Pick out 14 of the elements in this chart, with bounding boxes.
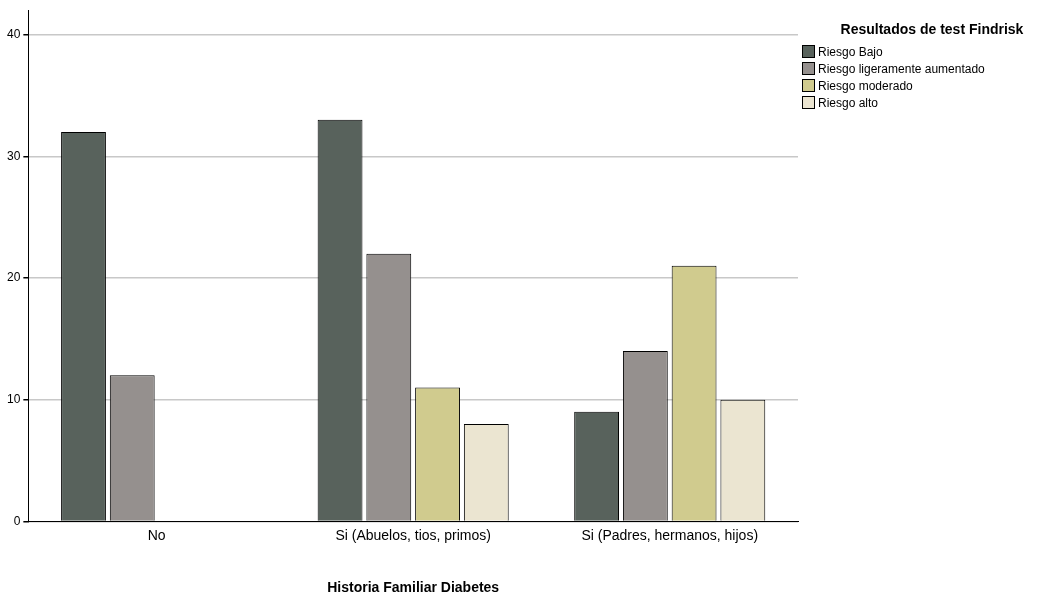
- legend-title: Resultados de test Findrisk: [839, 21, 1025, 37]
- y-tick-label: 0: [13, 513, 21, 528]
- x-tick-label: No: [147, 526, 166, 543]
- y-tick-label: 40: [6, 26, 21, 41]
- y-tick-label: 30: [6, 148, 21, 163]
- y-tick-label: 10: [6, 392, 21, 406]
- legend-label: Riesgo ligeramente aumentado: [818, 61, 985, 76]
- y-tick-label: 20: [6, 270, 21, 285]
- legend-label: Riesgo Bajo: [818, 44, 883, 59]
- x-tick-label: Si (Abuelos, tios, primos): [335, 526, 491, 543]
- legend-label: Riesgo alto: [818, 95, 879, 110]
- legend-label: Riesgo moderado: [818, 78, 913, 93]
- x-tick-label: Si (Padres, hermanos, hijos): [581, 526, 759, 543]
- x-axis-title: Historia Familiar Diabetes: [327, 579, 500, 596]
